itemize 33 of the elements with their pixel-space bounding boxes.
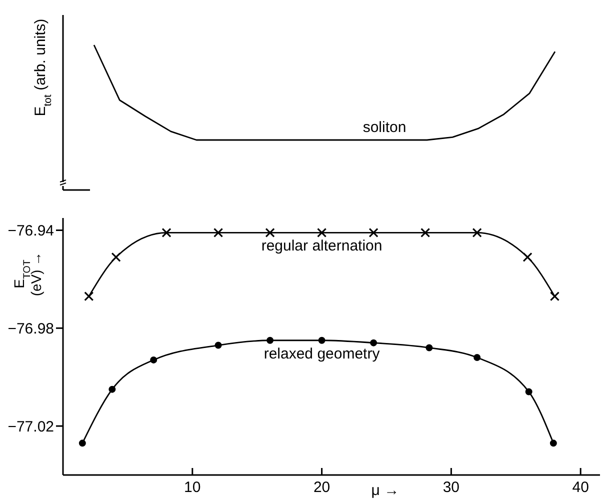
- series-label: soliton: [362, 119, 406, 136]
- x-tick-label: 40: [572, 479, 589, 496]
- y-tick-label: −76.98: [8, 320, 54, 338]
- point: [266, 336, 274, 344]
- point: [525, 388, 532, 396]
- point: [318, 336, 326, 344]
- x-tick-label: 20: [313, 479, 330, 496]
- point: [472, 228, 482, 238]
- point: [213, 228, 224, 238]
- y-tick-label: −77.02: [8, 418, 54, 436]
- point: [108, 386, 116, 393]
- point: [474, 354, 481, 362]
- series-label: regular alternation: [261, 238, 382, 255]
- y-tick-label: −76.94: [8, 222, 54, 240]
- point: [78, 440, 86, 447]
- point: [316, 228, 327, 238]
- point: [214, 342, 222, 349]
- x-tick-label: 30: [442, 479, 460, 496]
- point: [426, 344, 433, 352]
- point: [370, 339, 378, 346]
- point: [522, 252, 532, 262]
- point: [150, 356, 158, 364]
- point: [420, 228, 430, 238]
- point: [550, 440, 557, 447]
- point: [368, 228, 378, 238]
- x-tick-label: 10: [184, 479, 201, 496]
- point: [162, 228, 172, 238]
- point: [550, 292, 560, 302]
- x-axis-title: μ →: [371, 482, 400, 499]
- point: [84, 292, 94, 302]
- point: [265, 228, 275, 238]
- series-label: relaxed geometry: [264, 345, 380, 362]
- point: [111, 252, 121, 262]
